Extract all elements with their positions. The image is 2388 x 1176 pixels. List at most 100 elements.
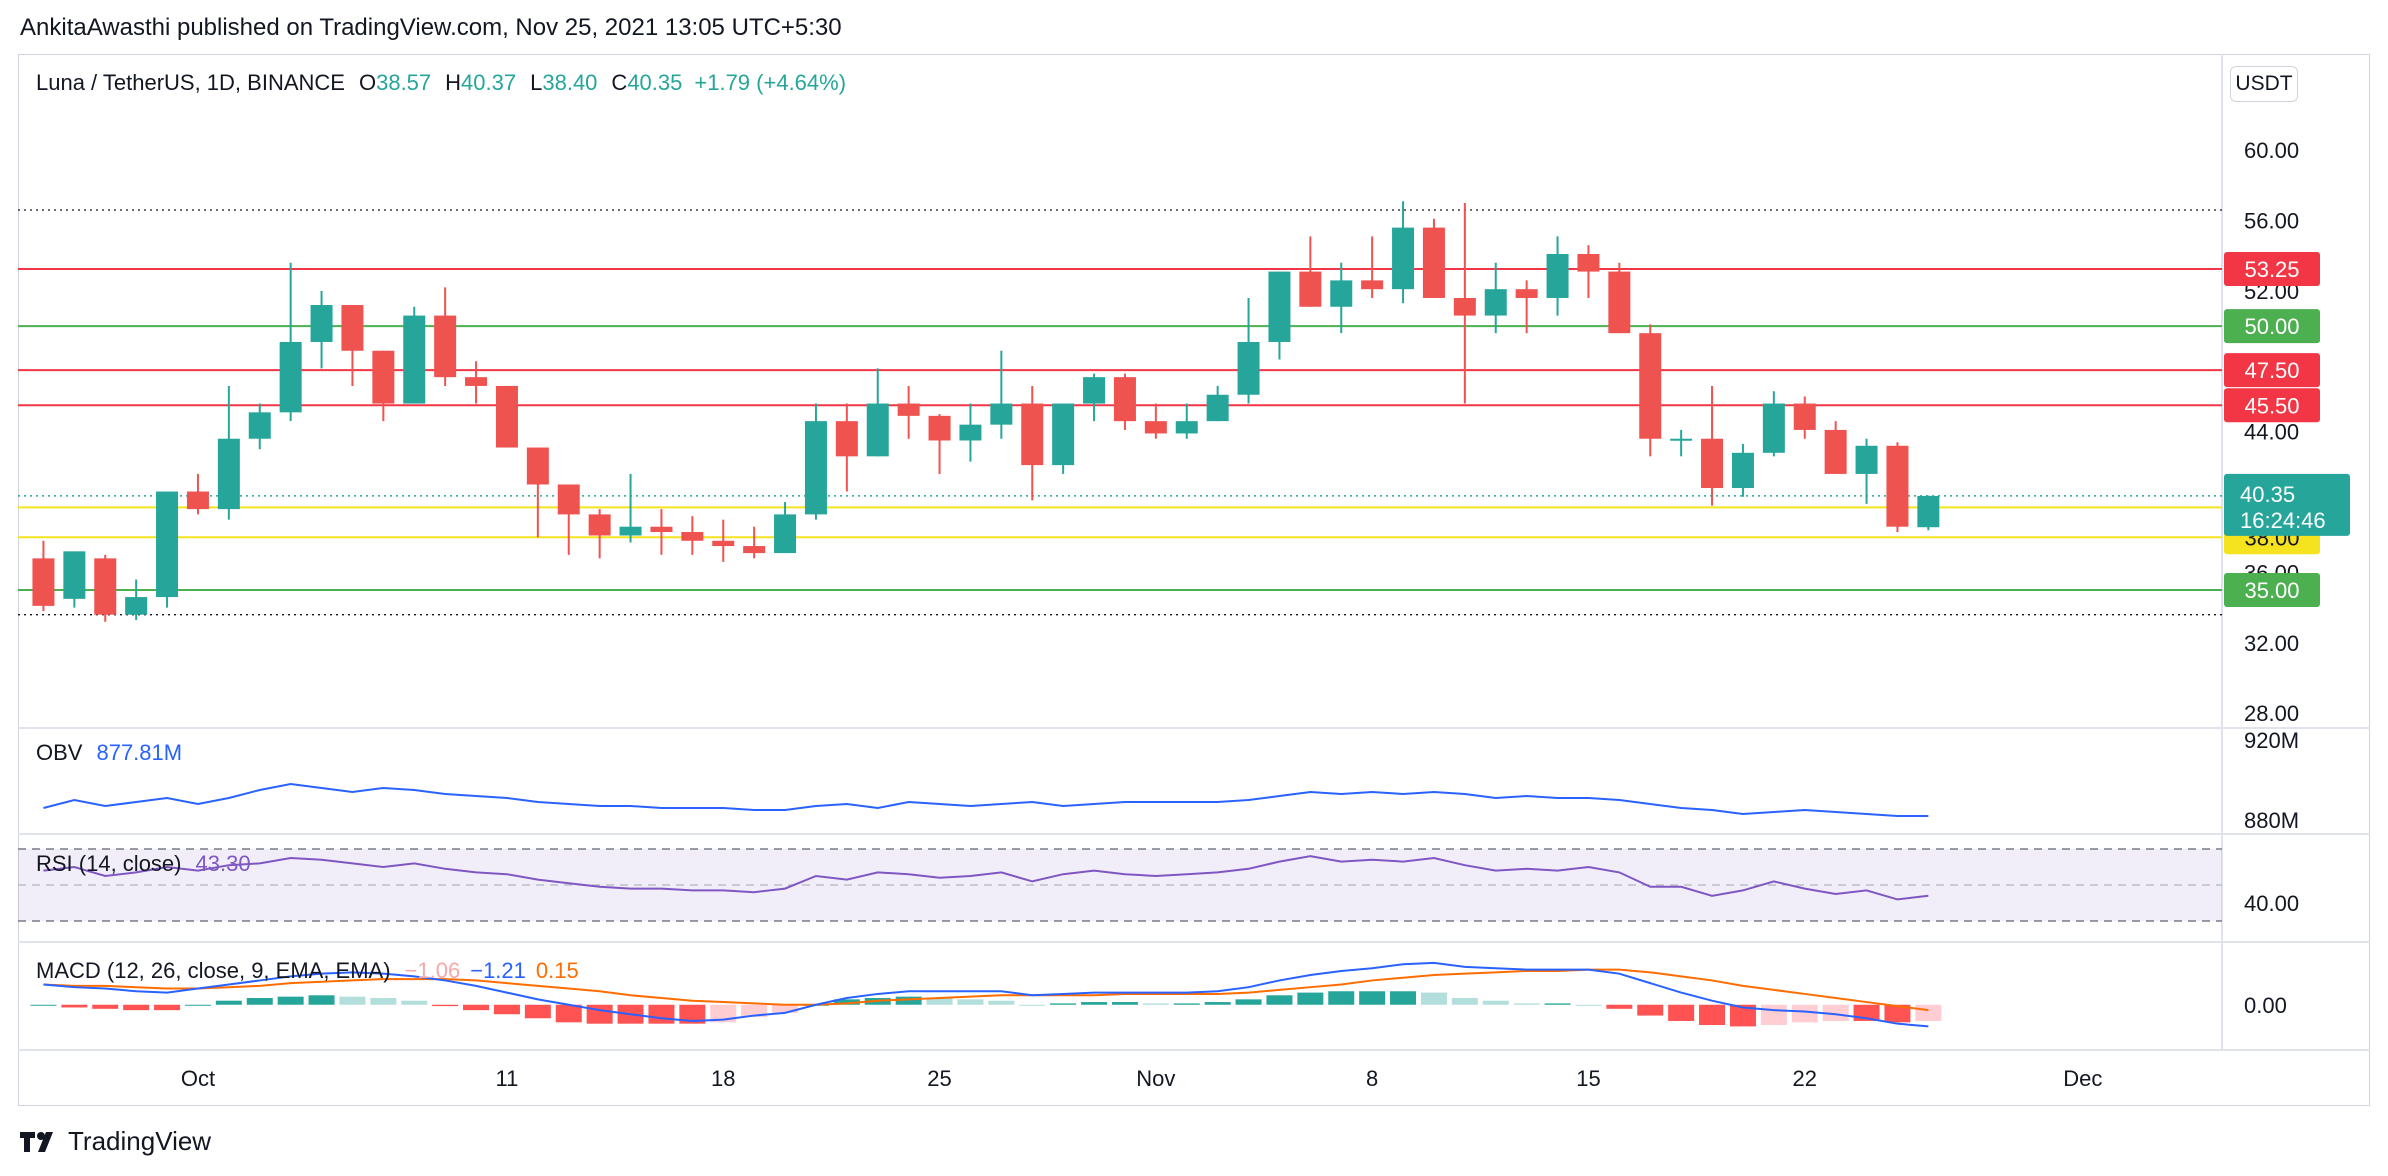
candle-body xyxy=(681,531,704,541)
macd-hist-bar xyxy=(1266,995,1293,1005)
macd-hist-bar xyxy=(154,1004,181,1011)
macd-hist-bar xyxy=(277,996,304,1005)
macd-hist-bar xyxy=(555,1004,582,1023)
open-value: 38.57 xyxy=(376,70,432,95)
candle-body xyxy=(1453,297,1476,316)
candle-body xyxy=(588,514,611,536)
macd-hist-bar xyxy=(1729,1004,1756,1027)
level-badge-35.00 xyxy=(2224,573,2320,608)
candle-body xyxy=(248,412,271,439)
time-tick-label: 25 xyxy=(927,1066,951,1091)
macd-hist-bar xyxy=(1699,1004,1726,1026)
macd-hist-bar xyxy=(679,1004,706,1024)
macd-hist-bar xyxy=(92,1004,119,1009)
rsi-value: 43.30 xyxy=(195,851,251,876)
rsi-tick-label: 40.00 xyxy=(2244,891,2299,916)
macd-hist-value: 0.15 xyxy=(535,958,579,983)
candle-body xyxy=(1392,227,1415,290)
macd-hist-bar xyxy=(123,1004,150,1011)
time-tick-label: Oct xyxy=(181,1066,215,1091)
candle-body xyxy=(1175,421,1198,434)
macd-hist-bar xyxy=(1111,1002,1138,1005)
macd-hist-bar xyxy=(339,996,366,1005)
footer-brand: TradingView xyxy=(68,1125,212,1156)
macd-hist-bar xyxy=(1359,991,1386,1005)
obv-legend[interactable]: OBV 877.81M xyxy=(36,740,182,766)
candle-body xyxy=(310,305,333,342)
candle-body xyxy=(372,350,395,404)
last-price-label: 40.35 xyxy=(2240,482,2295,507)
grid-layer xyxy=(18,54,2370,1051)
macd-hist-bar xyxy=(1884,1004,1911,1023)
macd-legend[interactable]: MACD (12, 26, close, 9, EMA, EMA) −1.06 −1… xyxy=(36,958,579,984)
macd-line xyxy=(43,961,1929,1028)
candle-body xyxy=(1052,403,1075,466)
candle-body xyxy=(1546,253,1569,298)
candle-body xyxy=(1577,253,1600,272)
macd-hist-bar xyxy=(1081,1002,1108,1005)
macd-hist-bar xyxy=(463,1004,490,1011)
price-axis[interactable]: 60.0056.0052.0048.0044.0040.0036.0032.00… xyxy=(2224,138,2350,1018)
candle-body xyxy=(1021,403,1044,466)
candle-body xyxy=(434,315,457,378)
level-badge-label: 45.50 xyxy=(2244,393,2299,418)
macd-hist-bar xyxy=(1606,1004,1633,1009)
macd-hist-bar xyxy=(1668,1004,1695,1021)
candle-body xyxy=(1299,271,1322,307)
open-label: O xyxy=(358,70,377,95)
rsi-title: RSI (14, close) xyxy=(36,851,182,876)
currency-button[interactable]: USDT xyxy=(2230,66,2298,102)
chart-frame xyxy=(18,54,2370,1106)
candle-body xyxy=(619,526,642,536)
candle-body xyxy=(156,491,179,598)
candle-body xyxy=(217,438,240,510)
macd-hist-bar xyxy=(895,996,922,1005)
macd-hist-bar xyxy=(1544,1003,1571,1005)
symbol-name: Luna / TetherUS, 1D, BINANCE xyxy=(36,70,345,95)
level-badge-45.50 xyxy=(2224,388,2320,423)
obv-tick-880: 880M xyxy=(2244,808,2299,833)
close-label: C xyxy=(611,70,628,95)
candle-body xyxy=(32,558,55,606)
level-badge-50.00 xyxy=(2224,309,2320,344)
macd-hist-bar xyxy=(432,1004,459,1007)
publisher-header: AnkitaAwasthi published on TradingView.c… xyxy=(20,14,842,41)
time-tick-label: 22 xyxy=(1793,1066,1817,1091)
last-price-badge xyxy=(2224,473,2350,536)
time-axis[interactable]: Oct 11 18 25 Nov 8 15 22 Dec xyxy=(181,1066,2103,1091)
candle-body xyxy=(1701,438,1724,488)
footer[interactable]: TradingView xyxy=(20,1126,211,1156)
macd-hist-bar xyxy=(1235,999,1262,1005)
price-tick-label: 28.00 xyxy=(2244,701,2299,726)
macd-hist-bar xyxy=(741,1004,768,1017)
macd-pane xyxy=(30,961,1942,1028)
macd-hist-bar xyxy=(1050,1003,1077,1005)
time-tick-label: 18 xyxy=(711,1066,735,1091)
price-tick-label: 56.00 xyxy=(2244,209,2299,234)
candle-body xyxy=(526,447,549,485)
macd-hist-bar xyxy=(1420,992,1447,1005)
candle-body xyxy=(712,540,735,547)
time-tick-label: 11 xyxy=(496,1066,519,1091)
level-badge-label: 53.25 xyxy=(2244,257,2299,282)
macd-hist-bar xyxy=(1482,1000,1509,1005)
candle-body xyxy=(1917,495,1940,528)
macd-signal-value: −1.21 xyxy=(470,958,526,983)
symbol-legend: Luna / TetherUS, 1D, BINANCE O38.57 H40.37… xyxy=(36,70,846,96)
countdown-label: 16:24:46 xyxy=(2240,508,2326,533)
candle-body xyxy=(557,484,580,515)
candle-body xyxy=(403,315,426,404)
candle-body xyxy=(1144,421,1167,434)
candle-body xyxy=(1515,289,1538,298)
macd-title: MACD (12, 26, close, 9, EMA, EMA) xyxy=(36,958,391,983)
candles-layer xyxy=(32,201,1940,622)
level-badge-53.25 xyxy=(2224,251,2320,286)
macd-hist-bar xyxy=(1297,992,1324,1005)
candle-body xyxy=(125,597,148,615)
macd-line-value: −1.06 xyxy=(404,958,461,983)
level-badge-label: 35.00 xyxy=(2244,578,2299,603)
low-label: L xyxy=(530,70,543,95)
rsi-legend[interactable]: RSI (14, close) 43.30 xyxy=(36,851,251,877)
close-value: 40.35 xyxy=(627,70,683,95)
